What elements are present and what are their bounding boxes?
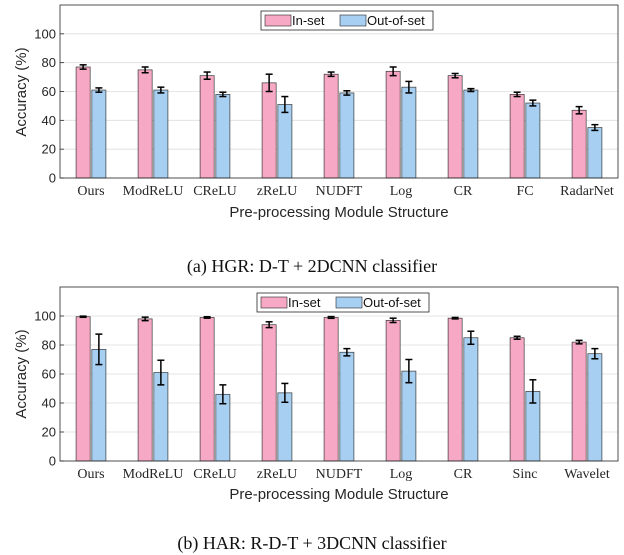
x-tick-label: ModReLU bbox=[123, 184, 184, 199]
panel-a-xlabel: Pre-processing Module Structure bbox=[229, 204, 448, 221]
x-tick-label: RadarNet bbox=[560, 184, 614, 199]
panel-a-xtick-labels: Ours ModReLU CReLU zReLU NUDFT Log CR FC RadarNe… bbox=[77, 184, 614, 199]
panel-a-legend-label-out-of-set: Out-of-set bbox=[367, 13, 425, 28]
panel-a: 0 20 40 60 80 100 Ours ModReLU CReLU zReLU NUDFT L… bbox=[13, 5, 618, 277]
bar bbox=[216, 94, 230, 178]
bar bbox=[324, 317, 338, 461]
bar bbox=[278, 393, 292, 461]
y-tick-label: 100 bbox=[34, 309, 56, 324]
bar bbox=[464, 338, 478, 461]
x-tick-label: zReLU bbox=[257, 467, 297, 482]
bar bbox=[588, 128, 602, 178]
panel-b-xtick-labels: Ours ModReLU CReLU zReLU NUDFT Log CR Sinc Wavel… bbox=[77, 467, 609, 482]
y-tick-label: 60 bbox=[42, 367, 56, 382]
x-tick-label: CReLU bbox=[193, 467, 237, 482]
x-tick-label: NUDFT bbox=[316, 467, 363, 482]
panel-b-caption: (b) HAR: R-D-T + 3DCNN classifier bbox=[177, 533, 446, 554]
bar bbox=[138, 70, 152, 178]
panel-b-bars bbox=[76, 316, 602, 461]
bar bbox=[200, 317, 214, 461]
bar bbox=[386, 71, 400, 178]
y-tick-label: 100 bbox=[34, 26, 56, 41]
y-tick-label: 40 bbox=[42, 396, 56, 411]
panel-a-legend-label-in-set: In-set bbox=[292, 13, 325, 28]
panel-b-legend: In-set Out-of-set bbox=[257, 293, 429, 312]
x-tick-label: NUDFT bbox=[316, 184, 363, 199]
bar bbox=[262, 83, 276, 178]
bar bbox=[572, 110, 586, 178]
x-tick-label: Ours bbox=[77, 467, 104, 482]
x-tick-label: Wavelet bbox=[564, 467, 610, 482]
panel-b-legend-swatch-out-of-set bbox=[336, 297, 362, 308]
panel-a-legend-swatch-out-of-set bbox=[340, 15, 366, 26]
panel-b-legend-swatch-in-set bbox=[261, 297, 287, 308]
bar bbox=[402, 371, 416, 461]
bar bbox=[340, 93, 354, 178]
y-tick-label: 20 bbox=[42, 425, 56, 440]
bar bbox=[510, 94, 524, 178]
bar bbox=[76, 317, 90, 461]
bar bbox=[588, 354, 602, 461]
panel-b-legend-label-out-of-set: Out-of-set bbox=[363, 295, 421, 310]
y-tick-label: 80 bbox=[42, 338, 56, 353]
bar bbox=[448, 318, 462, 461]
bar bbox=[138, 319, 152, 461]
panel-b-legend-label-in-set: In-set bbox=[288, 295, 321, 310]
bar bbox=[200, 76, 214, 178]
y-tick-label: 40 bbox=[42, 113, 56, 128]
bar bbox=[76, 67, 90, 178]
bar bbox=[464, 90, 478, 178]
panel-a-ytick-labels: 0 20 40 60 80 100 bbox=[34, 26, 56, 185]
panel-a-legend-swatch-in-set bbox=[265, 15, 291, 26]
bar bbox=[448, 76, 462, 178]
bar bbox=[510, 338, 524, 461]
panel-b-ylabel: Accuracy (%) bbox=[13, 329, 30, 418]
panel-a-legend: In-set Out-of-set bbox=[261, 11, 433, 30]
x-tick-label: CReLU bbox=[193, 184, 237, 199]
bar bbox=[324, 74, 338, 178]
bar bbox=[386, 320, 400, 461]
x-tick-label: Log bbox=[390, 467, 413, 482]
bar bbox=[402, 87, 416, 178]
y-tick-label: 20 bbox=[42, 142, 56, 157]
x-tick-label: CR bbox=[454, 467, 473, 482]
panel-a-caption: (a) HGR: D-T + 2DCNN classifier bbox=[187, 256, 437, 277]
y-tick-label: 0 bbox=[49, 171, 56, 186]
y-tick-label: 80 bbox=[42, 55, 56, 70]
bar bbox=[340, 352, 354, 461]
bar bbox=[572, 342, 586, 461]
bar bbox=[526, 103, 540, 178]
panel-b: 0 20 40 60 80 100 Ours ModReLU CReLU zReLU NUDFT L… bbox=[13, 287, 618, 554]
panel-b-ytick-labels: 0 20 40 60 80 100 bbox=[34, 309, 56, 469]
bar bbox=[92, 349, 106, 461]
y-tick-label: 0 bbox=[49, 454, 56, 469]
x-tick-label: zReLU bbox=[257, 184, 297, 199]
x-tick-label: Sinc bbox=[513, 467, 538, 482]
bar bbox=[92, 90, 106, 178]
bar bbox=[154, 90, 168, 178]
x-tick-label: FC bbox=[516, 184, 533, 199]
x-tick-label: ModReLU bbox=[123, 467, 184, 482]
y-tick-label: 60 bbox=[42, 84, 56, 99]
x-tick-label: Log bbox=[390, 184, 413, 199]
x-tick-label: Ours bbox=[77, 184, 104, 199]
panel-a-bars bbox=[76, 65, 602, 178]
panel-a-ylabel: Accuracy (%) bbox=[13, 47, 30, 136]
bar bbox=[262, 325, 276, 461]
x-tick-label: CR bbox=[454, 184, 473, 199]
panel-b-xlabel: Pre-processing Module Structure bbox=[229, 486, 448, 503]
bar bbox=[278, 104, 292, 178]
bar bbox=[154, 373, 168, 461]
